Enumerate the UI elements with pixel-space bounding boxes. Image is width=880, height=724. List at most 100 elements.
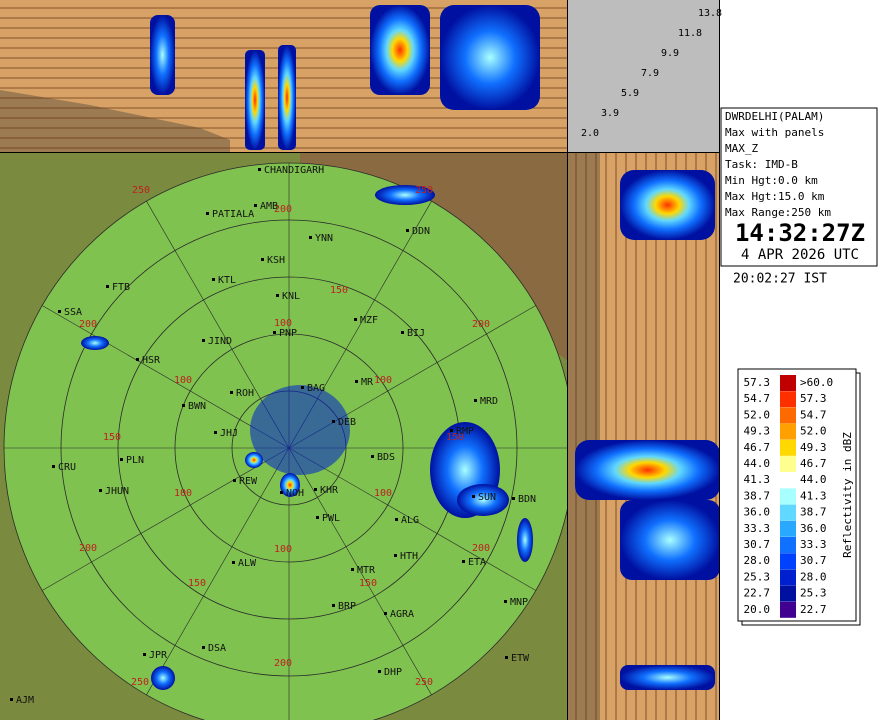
city-marker [512,497,515,500]
city-marker [406,229,409,232]
legend-high: 49.3 [800,441,827,454]
legend-high: 28.0 [800,570,827,583]
info-line: MAX_Z [725,142,758,155]
info-box [720,107,878,267]
city-label: BRP [338,601,356,612]
profile-echoes [150,5,720,690]
info-line: Task: IMD-B [725,158,798,171]
legend-high: 36.0 [800,522,827,535]
range-label: 200 [274,204,292,215]
city-label: DDN [412,226,430,237]
city-label: BIJ [407,328,425,339]
legend-low: 22.7 [744,587,771,600]
legend-high: 38.7 [800,506,827,519]
legend-swatch [780,504,796,521]
city-marker [378,670,381,673]
echo [457,484,509,516]
echo [375,185,435,205]
legend-low: 33.3 [744,522,771,535]
side-terrain [568,153,600,720]
city-label: SUN [478,492,496,503]
info-line: Max Hgt:15.0 km [725,190,825,203]
city-label: DSA [208,643,226,654]
city-marker [10,698,13,701]
echo [370,5,430,95]
city-marker [202,646,205,649]
city-marker [394,554,397,557]
legend-swatch [780,456,796,472]
legend-low: 46.7 [744,441,771,454]
city-label: ETA [468,557,486,568]
legend-rows: 57.3 >60.0 54.7 57.3 52.0 54.7 49.3 52.0 46.7 49.… [744,375,833,618]
city-label: HTH [400,551,418,562]
city-marker [371,455,374,458]
city-label: KSH [267,255,285,266]
city-marker [354,318,357,321]
side-lines [575,153,717,720]
height-label: 3.9 [601,108,619,119]
range-label: 100 [174,488,192,499]
range-label: 150 [359,578,377,589]
city-label: CRU [58,462,76,473]
city-marker [52,465,55,468]
city-marker [314,488,317,491]
city-marker [261,258,264,261]
city-marker [136,358,139,361]
city-marker [462,560,465,563]
city-label: MRD [480,396,498,407]
city-label: AGRA [390,609,414,620]
legend-swatch [780,601,796,618]
city-label: DHP [384,667,402,678]
city-label: KTL [218,275,236,286]
city-label: JPR [149,650,168,661]
city-label: KHR [320,485,339,496]
range-label: 200 [472,319,490,330]
legend-high: 54.7 [800,408,827,421]
legend-low: 54.7 [744,392,771,405]
echo [517,518,533,562]
legend-low: 38.7 [744,489,771,502]
echo [245,452,263,468]
city-label: PNP [279,328,297,339]
info: 13.8 11.8 9.97.95.93.92.0 DWRDELHI(PALAM) Ma… [581,8,831,219]
city-label: BAG [307,383,325,394]
range-label: 150 [446,432,464,443]
legend-title: Reflectivity in dBZ [841,432,854,558]
height-label: 11.8 [678,28,702,39]
city-label: MR [361,377,374,388]
legend-swatch [780,472,796,489]
city-marker [276,294,279,297]
top-terrain [0,90,230,152]
legend-high: 41.3 [800,489,827,502]
legend-low: 20.0 [744,603,771,616]
city-label: KNL [282,291,300,302]
legend-high: >60.0 [800,376,833,389]
range-label: 200 [79,543,97,554]
range-label: 100 [274,544,292,555]
city-label: PLN [126,455,144,466]
city-marker [505,656,508,659]
city-marker [214,431,217,434]
info-line: Max with panels [725,126,824,139]
city-label: FTB [112,282,130,293]
info-line: DWRDELHI(PALAM) [725,110,824,123]
legend-high: 25.3 [800,587,827,600]
range-label: 100 [374,375,392,386]
city-marker [254,204,257,207]
legend-swatch [780,423,796,440]
city-label: AJM [16,695,34,706]
range-label: 250 [415,677,433,688]
legend-high: 57.3 [800,392,827,405]
legend-low: 49.3 [744,425,771,438]
city-marker [143,653,146,656]
city-marker [120,458,123,461]
range-label: 100 [174,375,192,386]
city-marker [309,236,312,239]
city-marker [355,380,358,383]
range-label: 150 [188,578,206,589]
city-marker [474,399,477,402]
legend-low: 57.3 [744,376,771,389]
city-marker [99,489,102,492]
